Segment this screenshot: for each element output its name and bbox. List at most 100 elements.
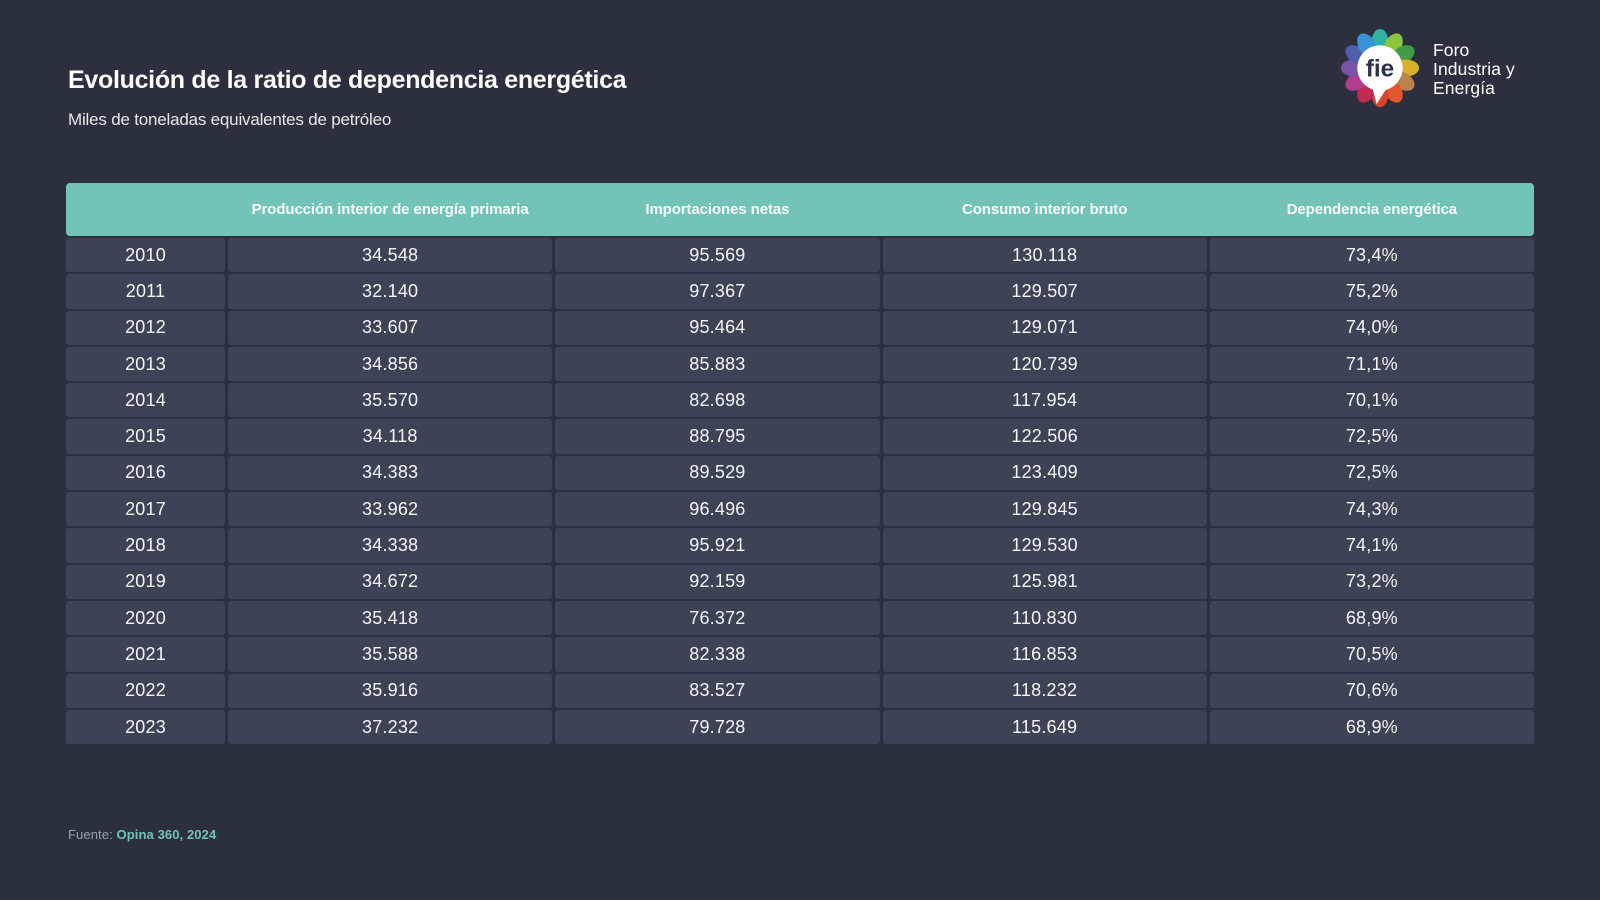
value-cell: 34.856 bbox=[228, 346, 553, 382]
value-cell: 70,1% bbox=[1209, 383, 1534, 418]
value-cell: 85.883 bbox=[555, 346, 880, 382]
value-cell: 70,5% bbox=[1209, 637, 1534, 672]
value-cell: 73,4% bbox=[1209, 238, 1534, 273]
table-header: Producción interior de energía primaria I… bbox=[66, 183, 1534, 236]
table-row: 2014 35.570 82.698 117.954 70,1% bbox=[66, 383, 1534, 418]
year-cell: 2010 bbox=[66, 238, 225, 273]
logo-wordmark-line: Energía bbox=[1433, 77, 1495, 98]
column-header: Consumo interior bruto bbox=[961, 201, 1128, 218]
year-cell: 2011 bbox=[66, 274, 225, 309]
value-cell: 89.529 bbox=[555, 455, 880, 491]
value-cell: 129.071 bbox=[882, 310, 1207, 345]
value-cell: 123.409 bbox=[882, 455, 1207, 491]
value-cell: 129.507 bbox=[882, 274, 1207, 309]
table-row: 2022 35.916 83.527 118.232 70,6% bbox=[66, 673, 1534, 708]
value-cell: 72,5% bbox=[1209, 455, 1534, 491]
value-cell: 74,1% bbox=[1209, 528, 1534, 563]
year-cell: 2014 bbox=[66, 383, 225, 418]
value-cell: 82.698 bbox=[555, 383, 880, 418]
value-cell: 35.570 bbox=[228, 383, 553, 418]
value-cell: 95.921 bbox=[555, 528, 880, 563]
value-cell: 129.530 bbox=[882, 528, 1207, 563]
source-note: Fuente: Opina 360, 2024 bbox=[68, 827, 216, 842]
page-subtitle: Miles de toneladas equivalentes de petró… bbox=[68, 110, 392, 129]
value-cell: 82.338 bbox=[555, 637, 880, 672]
page-title: Evolución de la ratio de dependencia ene… bbox=[68, 66, 627, 94]
value-cell: 72,5% bbox=[1209, 419, 1534, 454]
table-body: 2010 34.548 95.569 130.118 73,4% 2011 32.140 97… bbox=[66, 238, 1534, 745]
value-cell: 129.845 bbox=[882, 492, 1207, 527]
table-row: 2015 34.118 88.795 122.506 72,5% bbox=[66, 419, 1534, 454]
value-cell: 34.672 bbox=[228, 564, 553, 599]
value-cell: 83.527 bbox=[555, 673, 880, 708]
value-cell: 115.649 bbox=[882, 709, 1207, 745]
source-value: Opina 360, 2024 bbox=[116, 827, 217, 842]
year-cell: 2023 bbox=[66, 709, 225, 745]
value-cell: 120.739 bbox=[882, 346, 1207, 382]
table-row: 2019 34.672 92.159 125.981 73,2% bbox=[66, 564, 1534, 599]
value-cell: 96.496 bbox=[555, 492, 880, 527]
table-row: 2023 37.232 79.728 115.649 68,9% bbox=[66, 709, 1534, 745]
year-cell: 2017 bbox=[66, 492, 225, 527]
year-cell: 2016 bbox=[66, 455, 225, 491]
energy-dependency-table: Producción interior de energía primaria I… bbox=[66, 183, 1534, 745]
value-cell: 125.981 bbox=[882, 564, 1207, 599]
value-cell: 33.607 bbox=[228, 310, 553, 345]
value-cell: 73,2% bbox=[1209, 564, 1534, 599]
value-cell: 76.372 bbox=[555, 600, 880, 636]
value-cell: 68,9% bbox=[1209, 709, 1534, 745]
year-cell: 2018 bbox=[66, 528, 225, 563]
value-cell: 92.159 bbox=[555, 564, 880, 599]
year-cell: 2013 bbox=[66, 346, 225, 382]
value-cell: 71,1% bbox=[1209, 346, 1534, 382]
value-cell: 95.464 bbox=[555, 310, 880, 345]
year-cell: 2019 bbox=[66, 564, 225, 599]
value-cell: 68,9% bbox=[1209, 600, 1534, 636]
table-row: 2013 34.856 85.883 120.739 71,1% bbox=[66, 346, 1534, 382]
column-header: Importaciones netas bbox=[645, 201, 790, 218]
table-row: 2021 35.588 82.338 116.853 70,5% bbox=[66, 637, 1534, 672]
value-cell: 118.232 bbox=[882, 673, 1207, 708]
year-cell: 2022 bbox=[66, 673, 225, 708]
column-header: Dependencia energética bbox=[1286, 201, 1458, 218]
table-row: 2020 35.418 76.372 110.830 68,9% bbox=[66, 600, 1534, 636]
column-header: Producción interior de energía primaria bbox=[251, 201, 529, 218]
table-row: 2010 34.548 95.569 130.118 73,4% bbox=[66, 238, 1534, 273]
value-cell: 34.118 bbox=[228, 419, 553, 454]
fie-pinwheel-icon: fie bbox=[1340, 28, 1420, 108]
value-cell: 34.548 bbox=[228, 238, 553, 273]
year-cell: 2015 bbox=[66, 419, 225, 454]
value-cell: 32.140 bbox=[228, 274, 553, 309]
value-cell: 70,6% bbox=[1209, 673, 1534, 708]
value-cell: 95.569 bbox=[555, 238, 880, 273]
value-cell: 74,0% bbox=[1209, 310, 1534, 345]
value-cell: 130.118 bbox=[882, 238, 1207, 273]
value-cell: 34.338 bbox=[228, 528, 553, 563]
value-cell: 117.954 bbox=[882, 383, 1207, 418]
table-row: 2018 34.338 95.921 129.530 74,1% bbox=[66, 528, 1534, 563]
value-cell: 33.962 bbox=[228, 492, 553, 527]
value-cell: 35.418 bbox=[228, 600, 553, 636]
value-cell: 75,2% bbox=[1209, 274, 1534, 309]
value-cell: 88.795 bbox=[555, 419, 880, 454]
value-cell: 37.232 bbox=[228, 709, 553, 745]
value-cell: 74,3% bbox=[1209, 492, 1534, 527]
value-cell: 34.383 bbox=[228, 455, 553, 491]
table-row: 2011 32.140 97.367 129.507 75,2% bbox=[66, 274, 1534, 309]
value-cell: 122.506 bbox=[882, 419, 1207, 454]
logo-wordmark-line: Foro bbox=[1433, 39, 1470, 60]
table-row: 2017 33.962 96.496 129.845 74,3% bbox=[66, 492, 1534, 527]
value-cell: 116.853 bbox=[882, 637, 1207, 672]
year-cell: 2021 bbox=[66, 637, 225, 672]
value-cell: 97.367 bbox=[555, 274, 880, 309]
value-cell: 110.830 bbox=[882, 600, 1207, 636]
logo-wordmark-line: Industria y bbox=[1433, 58, 1515, 79]
table-row: 2016 34.383 89.529 123.409 72,5% bbox=[66, 455, 1534, 491]
logo-monogram: fie bbox=[1366, 55, 1394, 82]
year-cell: 2020 bbox=[66, 600, 225, 636]
fie-logo: fie Foro Industria y Energía bbox=[1338, 26, 1515, 110]
year-cell: 2012 bbox=[66, 310, 225, 345]
value-cell: 35.588 bbox=[228, 637, 553, 672]
value-cell: 35.916 bbox=[228, 673, 553, 708]
